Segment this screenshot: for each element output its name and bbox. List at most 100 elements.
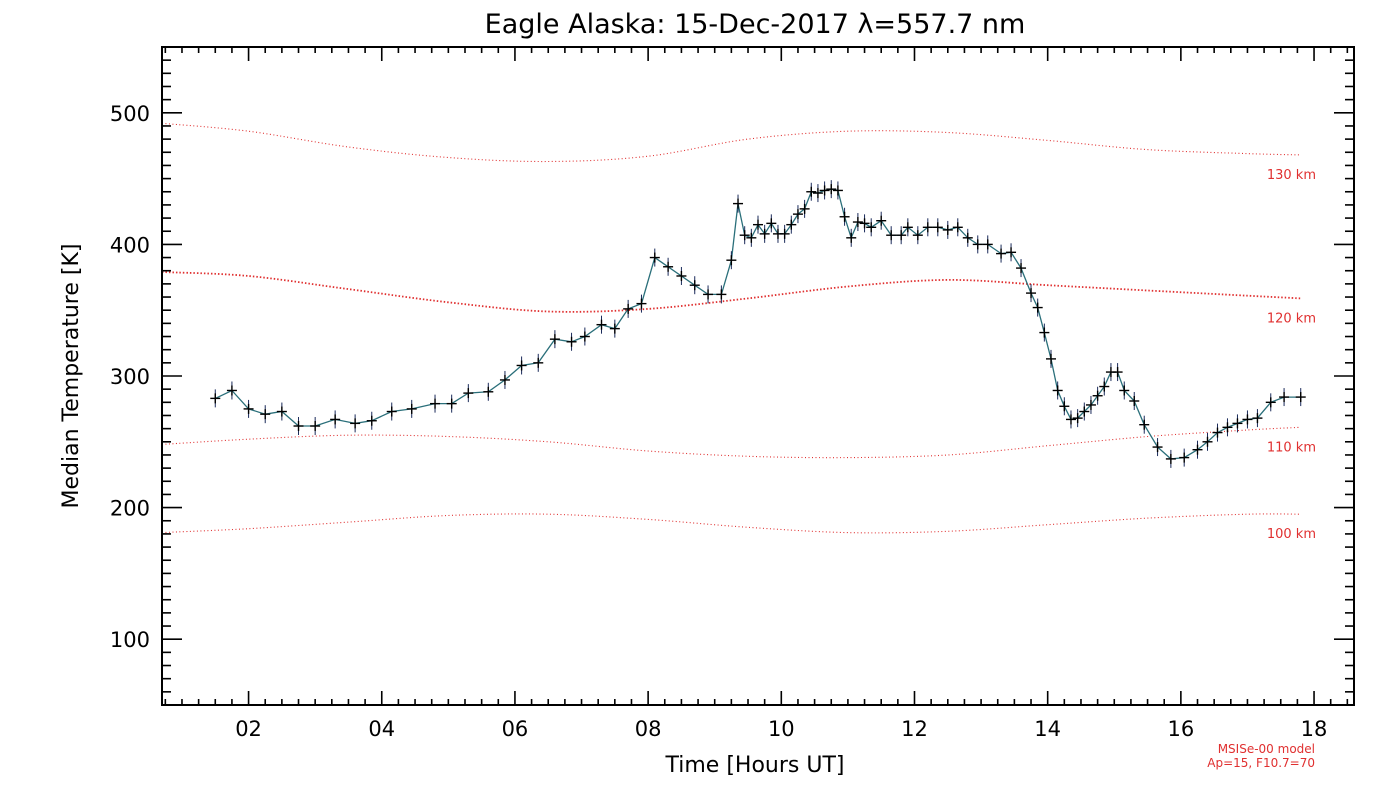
data-point xyxy=(1265,393,1276,412)
model-curve-100-km xyxy=(161,513,1301,534)
data-point xyxy=(896,226,907,245)
data-point xyxy=(406,399,417,418)
data-point xyxy=(1129,392,1140,411)
data-point xyxy=(310,417,321,436)
data-point xyxy=(792,205,803,224)
data-point xyxy=(1006,243,1017,262)
data-point xyxy=(819,181,830,200)
model-note-line1: MSISe-00 model xyxy=(1218,742,1315,756)
model-label-130-km: 130 km xyxy=(1267,168,1316,183)
y-tick-label: 500 xyxy=(110,102,150,126)
model-curve-120-km xyxy=(161,271,1301,313)
temperature-series xyxy=(210,180,1306,468)
data-point xyxy=(1046,349,1057,368)
data-point xyxy=(446,394,457,413)
data-point xyxy=(876,211,887,230)
model-note-line2: Ap=15, F10.7=70 xyxy=(1207,756,1315,770)
data-point xyxy=(243,399,254,418)
data-point xyxy=(1112,363,1123,382)
x-tick-label: 18 xyxy=(1301,717,1328,741)
data-point xyxy=(1222,418,1233,437)
data-point xyxy=(799,199,810,218)
data-point xyxy=(1165,449,1176,468)
data-point xyxy=(1252,409,1263,428)
data-point xyxy=(703,285,714,304)
data-point xyxy=(826,180,837,199)
model-labels: 130 km 120 km 110 km 100 km xyxy=(1267,168,1316,542)
data-point xyxy=(779,224,790,243)
data-point xyxy=(516,356,527,375)
data-point xyxy=(1295,388,1306,407)
data-point xyxy=(350,414,361,433)
data-point xyxy=(726,251,737,270)
data-point xyxy=(366,411,377,430)
data-point xyxy=(922,218,933,237)
data-point xyxy=(293,417,304,436)
data-point xyxy=(260,405,271,424)
data-point xyxy=(972,235,983,254)
data-point xyxy=(1212,423,1223,442)
data-point xyxy=(839,207,850,226)
data-point xyxy=(912,226,923,245)
data-point xyxy=(832,181,843,200)
x-tick-label: 16 xyxy=(1167,717,1194,741)
data-point xyxy=(649,248,660,267)
data-point xyxy=(1119,381,1130,400)
data-point xyxy=(1085,395,1096,414)
data-point xyxy=(859,214,870,233)
data-point xyxy=(1139,415,1150,434)
data-point xyxy=(483,382,494,401)
data-point xyxy=(932,218,943,237)
data-point xyxy=(746,228,757,247)
data-point xyxy=(636,294,647,313)
data-point xyxy=(996,244,1007,263)
y-axis-label: Median Temperature [K] xyxy=(59,244,84,509)
data-point xyxy=(330,410,341,429)
data-point xyxy=(1279,388,1290,407)
data-point xyxy=(1152,438,1163,457)
data-point xyxy=(902,218,913,237)
data-point xyxy=(1059,397,1070,416)
data-point xyxy=(1016,259,1027,278)
data-point xyxy=(386,402,397,421)
data-point xyxy=(226,381,237,400)
data-point xyxy=(982,235,993,254)
data-point xyxy=(210,389,221,408)
y-tick-label: 300 xyxy=(110,365,150,389)
data-point xyxy=(533,353,544,372)
plot-frame xyxy=(161,46,1355,706)
model-curve-130-km xyxy=(161,122,1301,163)
data-point xyxy=(716,285,727,304)
data-point xyxy=(786,215,797,234)
data-point xyxy=(812,184,823,203)
data-point xyxy=(676,266,687,285)
data-point xyxy=(1192,440,1203,459)
data-point xyxy=(866,218,877,237)
data-point xyxy=(766,214,777,233)
data-point xyxy=(609,319,620,338)
data-point xyxy=(596,315,607,334)
data-point xyxy=(952,218,963,237)
data-point xyxy=(1202,432,1213,451)
x-tick-label: 02 xyxy=(235,717,262,741)
data-point xyxy=(1026,284,1037,303)
data-point xyxy=(942,220,953,239)
data-point xyxy=(549,330,560,349)
model-curve-110-km xyxy=(161,426,1301,459)
y-tick-label: 200 xyxy=(110,497,150,521)
data-point xyxy=(962,228,973,247)
data-point xyxy=(499,370,510,389)
data-point xyxy=(689,276,700,295)
data-point xyxy=(886,226,897,245)
x-tick-label: 08 xyxy=(635,717,662,741)
axis-ticks: 02 04 06 08 10 12 14 16 18 100 200 300 400 500 xyxy=(110,46,1354,741)
data-point xyxy=(1032,298,1043,317)
y-tick-label: 100 xyxy=(110,628,150,652)
data-point xyxy=(1052,381,1063,400)
x-tick-label: 06 xyxy=(502,717,529,741)
data-point xyxy=(846,228,857,247)
data-point xyxy=(1099,377,1110,396)
data-point xyxy=(276,402,287,421)
msis-model-curves xyxy=(161,122,1301,534)
